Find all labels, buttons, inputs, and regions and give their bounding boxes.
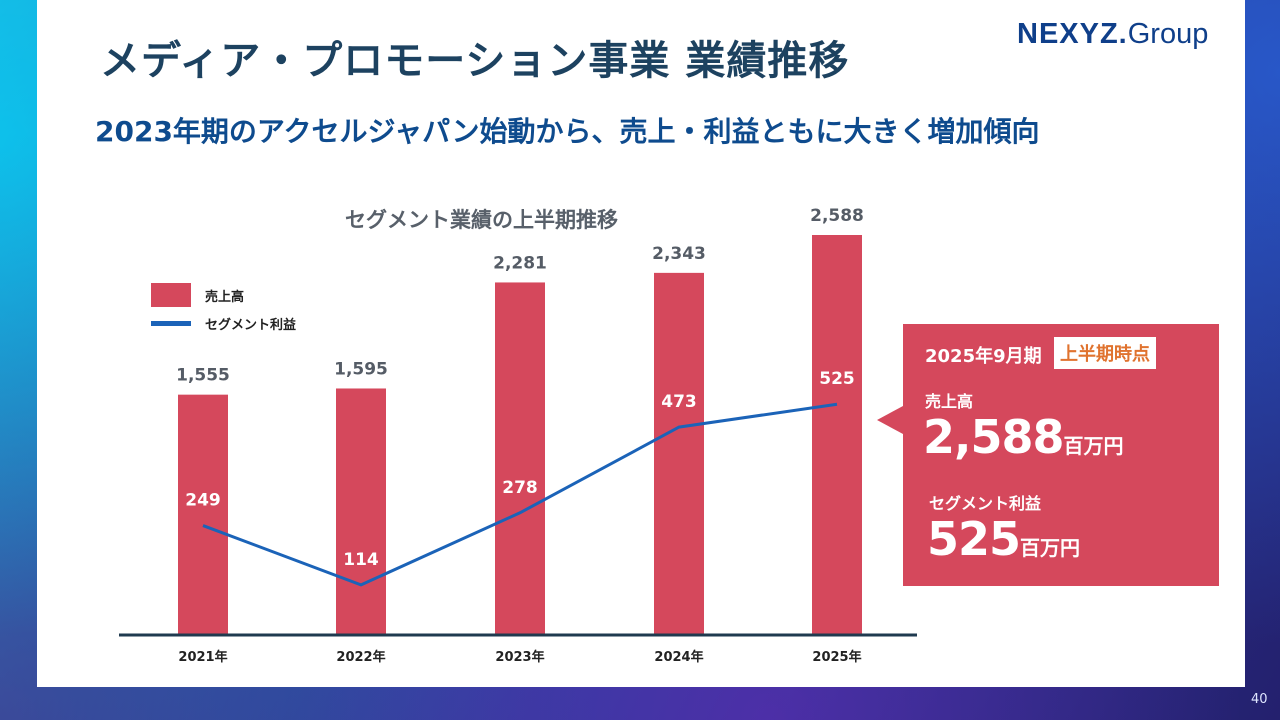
bar-value-label-3: 2,343 xyxy=(652,244,706,264)
page-subtitle: 2023年期のアクセルジャパン始動から、売上・利益ともに大きく増加傾向 xyxy=(95,115,1040,148)
callout-sales: 2,588百万円 xyxy=(923,410,1124,464)
line-value-label-0: 249 xyxy=(185,491,221,511)
x-tick-label-2: 2023年 xyxy=(495,649,544,665)
line-value-label-2: 278 xyxy=(502,478,538,498)
logo-main-text: NEXYZ. xyxy=(1017,18,1128,50)
callout-sales-unit: 百万円 xyxy=(1063,434,1124,458)
bar-value-label-1: 1,595 xyxy=(334,359,388,379)
legend-swatch-sales xyxy=(151,283,191,307)
bar-3 xyxy=(654,272,704,635)
page-number: 40 xyxy=(1251,692,1268,707)
legend-label-sales: 売上高 xyxy=(205,289,245,305)
x-tick-label-4: 2025年 xyxy=(812,649,861,665)
chart-title: セグメント業績の上半期推移 xyxy=(345,208,618,232)
chart-canvas: 1,555 1,595 2,281 2,343 2,588 2021年 2022年 2023年… xyxy=(119,206,917,665)
page-title: メディア・プロモーション事業 業績推移 xyxy=(100,38,850,84)
logo-sub-text: Group xyxy=(1127,18,1209,50)
profit-line xyxy=(202,402,838,587)
slide: メディア・プロモーション事業 業績推移 NEXYZ.Group 2023年期のア… xyxy=(37,0,1245,687)
callout-period: 2025年9月期 xyxy=(925,346,1042,367)
callout-profit-label: セグメント利益 xyxy=(929,494,1042,513)
callout-profit: 525百万円 xyxy=(927,512,1080,566)
callout-sales-label: 売上高 xyxy=(925,392,974,411)
bar-value-label-2: 2,281 xyxy=(493,253,547,273)
legend-item-profit: セグメント利益 xyxy=(151,314,296,333)
x-tick-label-1: 2022年 xyxy=(336,649,385,665)
bar-value-label-4: 2,588 xyxy=(810,206,864,226)
x-tick-label-0: 2021年 xyxy=(178,649,227,665)
bar-4 xyxy=(812,235,862,635)
x-tick-label-3: 2024年 xyxy=(654,649,703,665)
bar-2 xyxy=(495,282,545,635)
legend-item-sales: 売上高 xyxy=(151,283,244,307)
highlight-callout: 2025年9月期 上半期時点 売上高 2,588百万円 セグメント利益 525百… xyxy=(877,324,1219,586)
bar-0 xyxy=(178,394,228,635)
line-value-label-4: 525 xyxy=(819,369,855,389)
callout-profit-value: 525 xyxy=(927,512,1021,566)
company-logo: NEXYZ.Group xyxy=(1017,18,1208,51)
line-value-label-1: 114 xyxy=(343,550,379,570)
legend-swatch-profit xyxy=(151,321,191,326)
callout-sales-value: 2,588 xyxy=(923,410,1065,464)
callout-badge: 上半期時点 xyxy=(1054,337,1156,369)
line-value-label-3: 473 xyxy=(661,392,697,412)
bar-value-label-0: 1,555 xyxy=(176,366,230,386)
bar-1 xyxy=(336,388,386,635)
callout-profit-unit: 百万円 xyxy=(1020,536,1081,560)
legend-label-profit: セグメント利益 xyxy=(205,318,297,333)
